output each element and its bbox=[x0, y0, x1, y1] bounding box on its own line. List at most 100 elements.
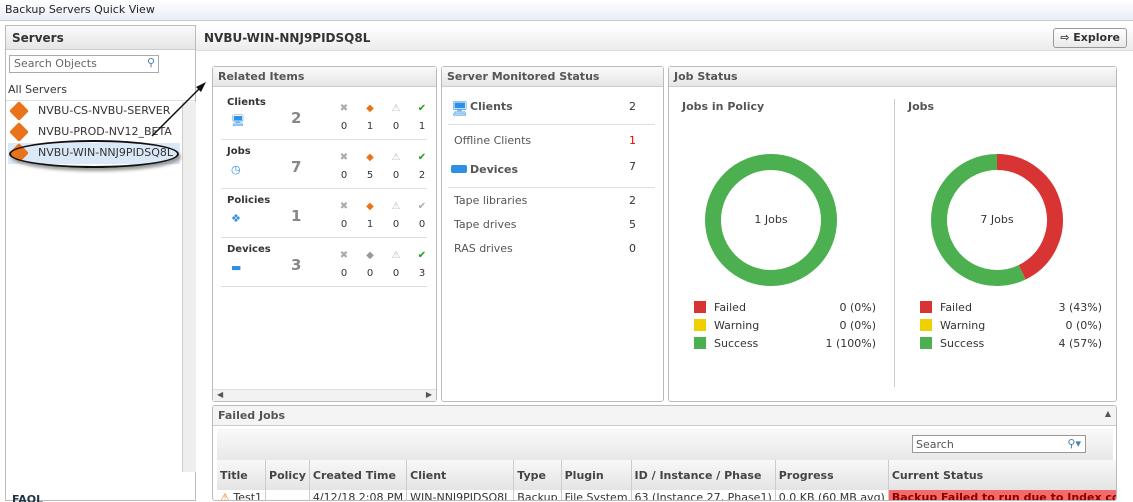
legend-label: Success bbox=[940, 337, 985, 350]
search-icon[interactable]: ⚲ bbox=[146, 56, 155, 69]
highlight-oval bbox=[9, 140, 179, 168]
warning-diamond-icon: ◆ bbox=[366, 250, 374, 261]
table-cell: 0.0 KB (60 MB avg) bbox=[775, 490, 889, 501]
search-icon[interactable]: ⚲▾ bbox=[1067, 437, 1081, 450]
legend-label: Failed bbox=[714, 301, 746, 314]
status-count: 1 bbox=[366, 121, 374, 132]
chart-title: Jobs bbox=[908, 100, 935, 113]
error-icon: ✖ bbox=[339, 103, 349, 114]
legend-value: 0 (0%) bbox=[1065, 319, 1102, 332]
job-status-panel: Job Status Jobs in Policy 1 Jobs Failed 0 … bbox=[668, 66, 1117, 402]
search-placeholder: Search bbox=[916, 438, 954, 451]
related-item-clients[interactable]: Clients 🖥 2 ✖ 0 ◆ 1 ⚠ 0 ✔ 1 bbox=[221, 91, 427, 140]
column-header[interactable]: Policy bbox=[265, 460, 310, 490]
monitor-icon: 🖥 bbox=[451, 101, 469, 117]
legend-item: Failed 0 (0%) bbox=[694, 301, 876, 314]
column-header[interactable]: Plugin bbox=[561, 460, 632, 490]
alert-icon: ⚠ bbox=[391, 250, 401, 261]
clients-label: Clients bbox=[470, 100, 513, 113]
status-count: 0 bbox=[340, 219, 348, 230]
horizontal-scrollbar[interactable]: ◀ ▶ bbox=[213, 389, 436, 401]
job-status-title: Job Status bbox=[669, 67, 1116, 87]
table-cell: WIN-NNJ9PIDSQ8L bbox=[406, 490, 515, 501]
cell-text: Backup Failed to run due to Index confli… bbox=[891, 491, 1116, 501]
status-count: 0 bbox=[392, 170, 400, 181]
legend-swatch bbox=[694, 319, 706, 331]
legend-value: 0 (0%) bbox=[839, 301, 876, 314]
server-name: NVBU-PROD-NV12_BETA bbox=[38, 125, 172, 138]
vertical-scrollbar[interactable] bbox=[182, 102, 196, 472]
server-title: NVBU-WIN-NNJ9PIDSQ8L bbox=[204, 31, 371, 45]
annotation-arrow bbox=[151, 82, 206, 137]
status-count: 0 bbox=[340, 170, 348, 181]
table-cell: Backup Failed to run due to Index confli… bbox=[888, 490, 1116, 501]
all-servers-link[interactable]: All Servers bbox=[8, 83, 67, 96]
status-count: 2 bbox=[418, 170, 426, 181]
donut-segment-success bbox=[705, 154, 837, 286]
monitor-icon: 🖥 bbox=[231, 114, 245, 127]
column-header[interactable]: Progress bbox=[775, 460, 889, 490]
related-item-label: Devices bbox=[227, 244, 271, 255]
status-count: 0 bbox=[340, 268, 348, 279]
device-icon: ▬ bbox=[231, 261, 242, 274]
servers-panel: Servers Search Objects ⚲ All Servers NVBU… bbox=[5, 25, 196, 502]
servers-title: Servers bbox=[6, 26, 195, 50]
device-row-value: 5 bbox=[629, 218, 636, 231]
legend-label: Success bbox=[714, 337, 759, 350]
cell-text: 0.0 KB (60 MB avg) bbox=[778, 491, 885, 501]
error-icon: ✖ bbox=[339, 250, 349, 261]
legend-item: Warning 0 (0%) bbox=[920, 319, 1102, 332]
related-items-title: Related Items bbox=[213, 67, 436, 87]
column-header[interactable]: Client bbox=[406, 460, 515, 490]
server-warning-icon bbox=[9, 122, 29, 142]
related-items-panel: Related Items Clients 🖥 2 ✖ 0 ◆ 1 ⚠ 0 ✔ 1 Jo… bbox=[212, 66, 437, 402]
collapse-icon[interactable]: ▲ bbox=[1104, 409, 1111, 418]
donut-center-label: 7 Jobs bbox=[980, 213, 1014, 226]
error-icon: ✖ bbox=[339, 152, 349, 163]
table-cell: File System bbox=[561, 490, 632, 500]
column-header[interactable]: Created Time bbox=[309, 460, 408, 490]
table-row[interactable]: ⚠ Test1 4/12/18 2:08 PM WIN-NNJ9PIDSQ8L Bac… bbox=[217, 490, 1116, 501]
column-header[interactable]: Type bbox=[513, 460, 562, 490]
error-icon: ✖ bbox=[339, 201, 349, 212]
offline-clients-label: Offline Clients bbox=[454, 134, 532, 147]
server-warning-icon bbox=[9, 101, 29, 121]
related-item-count: 1 bbox=[291, 207, 302, 225]
legend-swatch bbox=[920, 301, 932, 313]
related-item-label: Policies bbox=[227, 195, 271, 206]
search-objects-input[interactable]: Search Objects ⚲ bbox=[9, 55, 159, 73]
status-count: 0 bbox=[418, 219, 426, 230]
devices-value: 7 bbox=[629, 160, 636, 173]
legend-swatch bbox=[920, 319, 932, 331]
faq-panel-title: FAQL bbox=[12, 493, 44, 502]
donut-chart bbox=[931, 154, 1063, 286]
related-item-devices[interactable]: Devices ▬ 3 ✖ 0 ◆ 0 ⚠ 0 ✔ 3 bbox=[221, 238, 427, 287]
related-item-jobs[interactable]: Jobs ◷ 7 ✖ 0 ◆ 5 ⚠ 0 ✔ 2 bbox=[221, 140, 427, 189]
status-count: 0 bbox=[340, 121, 348, 132]
status-count: 0 bbox=[392, 121, 400, 132]
column-header[interactable]: Title bbox=[217, 460, 267, 490]
cell-text: 63 (Instance 27, Phase1) bbox=[634, 491, 772, 501]
server-item[interactable]: NVBU-PROD-NV12_BETA bbox=[8, 122, 180, 143]
explore-button[interactable]: ⇨ Explore bbox=[1053, 28, 1127, 48]
related-item-count: 7 bbox=[291, 158, 302, 176]
legend-label: Warning bbox=[714, 319, 760, 332]
column-header[interactable]: ID / Instance / Phase bbox=[631, 460, 776, 490]
cell-text: WIN-NNJ9PIDSQ8L bbox=[410, 491, 511, 501]
legend-swatch bbox=[694, 337, 706, 349]
table-cell bbox=[265, 490, 310, 500]
related-item-policies[interactable]: Policies ❖ 1 ✖ 0 ◆ 1 ⚠ 0 ✔ 0 bbox=[221, 189, 427, 238]
related-item-count: 3 bbox=[291, 256, 302, 274]
column-header[interactable]: Current Status bbox=[888, 460, 1116, 490]
server-item[interactable]: NVBU-CS-NVBU-SERVER bbox=[8, 101, 180, 122]
donut-center-label: 1 Jobs bbox=[754, 213, 788, 226]
server-name: NVBU-CS-NVBU-SERVER bbox=[38, 104, 171, 117]
cell-text: Test1 bbox=[233, 491, 263, 501]
warning-diamond-icon: ◆ bbox=[366, 103, 374, 114]
cell-text: 4/12/18 2:08 PM bbox=[312, 491, 404, 501]
explore-icon: ⇨ bbox=[1060, 31, 1070, 44]
status-count: 0 bbox=[366, 268, 374, 279]
failed-jobs-search-input[interactable]: Search ⚲▾ bbox=[912, 435, 1086, 453]
offline-clients-value: 1 bbox=[629, 134, 636, 147]
chart-title: Jobs in Policy bbox=[682, 100, 765, 113]
